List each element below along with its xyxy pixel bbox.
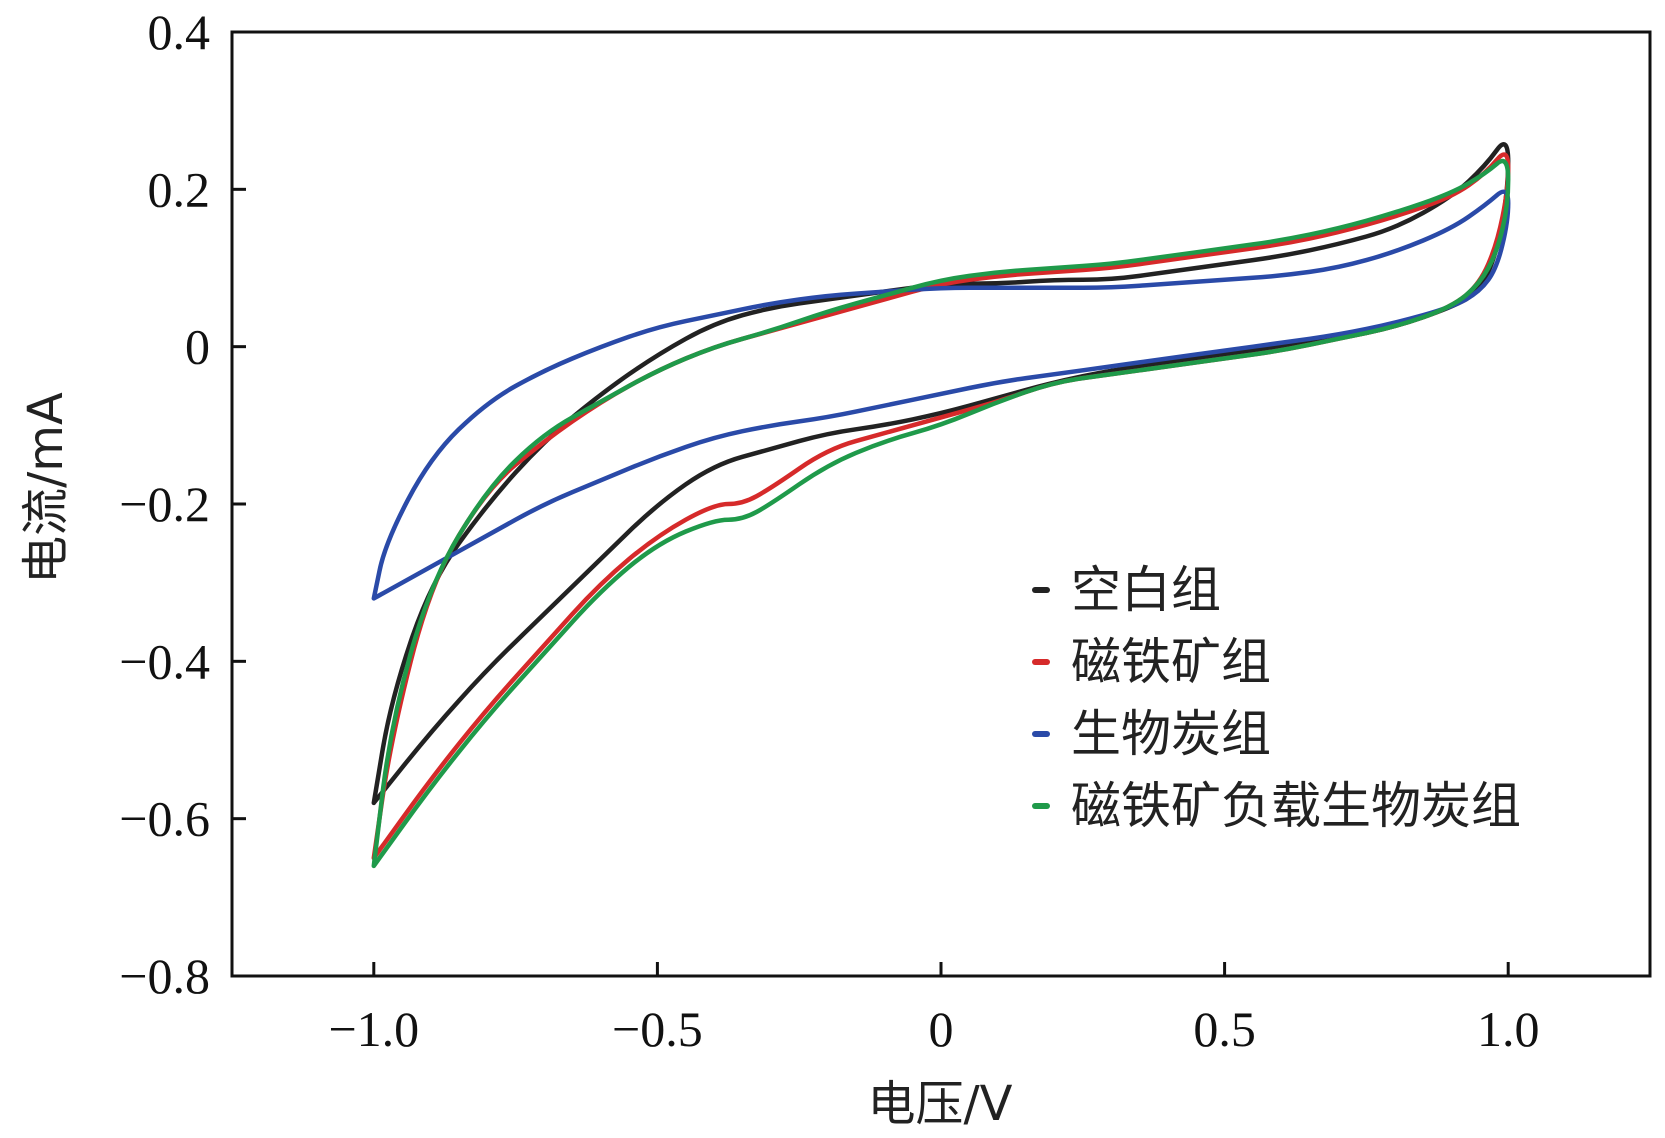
y-tick-label: −0.8 [119, 948, 210, 1004]
y-axis-title: 电流/mA [18, 392, 74, 584]
y-tick-label: −0.2 [119, 476, 210, 532]
y-tick-label: −0.4 [119, 633, 210, 689]
series-layer [371, 142, 1511, 869]
x-tick-label: 0 [929, 1001, 954, 1057]
y-tick-label: −0.6 [119, 791, 210, 847]
y-tick-label: 0 [185, 319, 210, 375]
legend-label-2: 生物炭组 [1071, 705, 1271, 763]
x-tick-label: 0.5 [1193, 1001, 1256, 1057]
y-tick-label: 0.2 [148, 161, 211, 217]
series-line-0 [371, 142, 1511, 806]
series-line-2 [371, 189, 1511, 601]
axes-layer: −1.0 −0.5 0 0.5 1.0 0.4 0.2 0 −0.2 −0.4 −0.6 −0.8 [119, 4, 1539, 1057]
x-tick-label: −1.0 [328, 1001, 419, 1057]
legend-label-0: 空白组 [1071, 561, 1221, 619]
legend-label-3: 磁铁矿负载生物炭组 [1071, 777, 1521, 835]
y-tick-label: 0.4 [148, 4, 211, 60]
x-tick-label: −0.5 [612, 1001, 703, 1057]
series-line-3 [371, 158, 1511, 869]
x-axis-title: 电压/V [867, 1076, 1012, 1132]
legend-label-1: 磁铁矿组 [1071, 633, 1271, 691]
x-tick-label: 1.0 [1477, 1001, 1540, 1057]
